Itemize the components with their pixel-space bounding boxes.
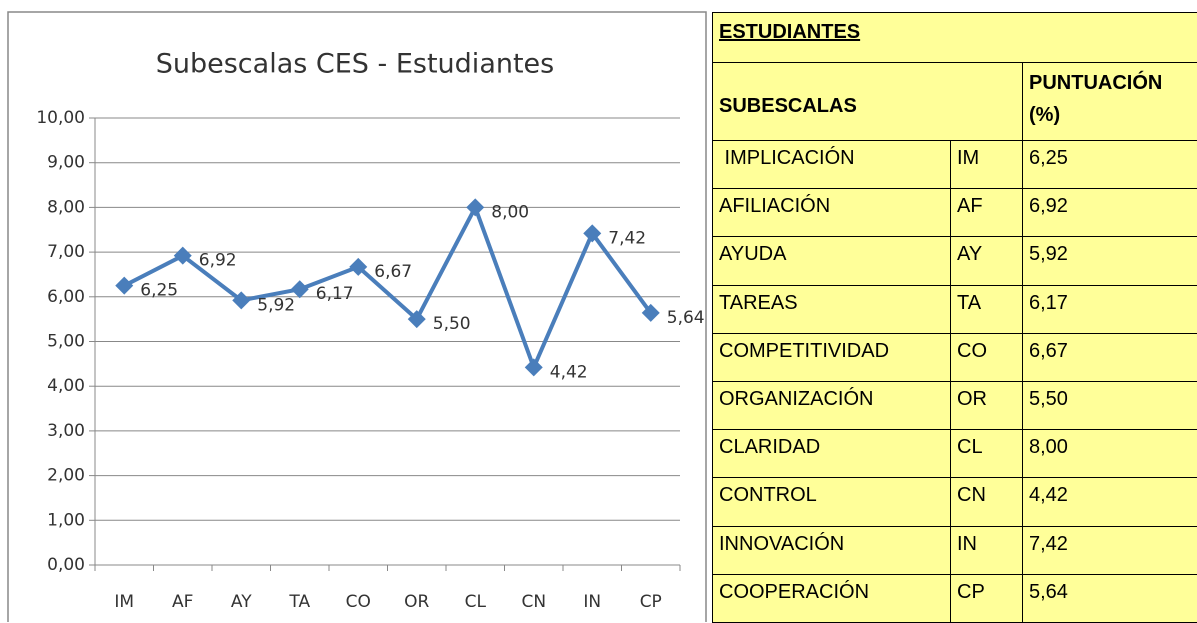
table-cell: 6,17 bbox=[1023, 285, 1197, 333]
table-cell: 6,67 bbox=[1023, 333, 1197, 381]
chart-frame bbox=[8, 12, 706, 622]
x-tick-label: CP bbox=[640, 592, 662, 612]
table-cell: CL bbox=[951, 430, 1023, 478]
data-label: 5,50 bbox=[433, 314, 471, 334]
table-cell: TA bbox=[951, 285, 1023, 333]
table-cell: AY bbox=[951, 237, 1023, 285]
table-cell: 5,50 bbox=[1023, 381, 1197, 429]
x-tick-label: OR bbox=[404, 592, 429, 612]
x-tick-label: CN bbox=[521, 592, 546, 612]
table-cell: AYUDA bbox=[713, 237, 951, 285]
data-label: 8,00 bbox=[491, 202, 529, 222]
y-tick-label: 3,00 bbox=[47, 421, 85, 441]
x-tick-label: AY bbox=[231, 592, 252, 612]
table-cell: CONTROL bbox=[713, 478, 951, 526]
table-cell: AFILIACIÓN bbox=[713, 189, 951, 237]
table-cell: 6,25 bbox=[1023, 141, 1197, 189]
table-cell: 8,00 bbox=[1023, 430, 1197, 478]
y-tick-label: 9,00 bbox=[47, 153, 85, 173]
y-tick-label: 7,00 bbox=[47, 242, 85, 262]
table-cell: 5,64 bbox=[1023, 574, 1197, 622]
data-label: 6,25 bbox=[140, 281, 178, 301]
table-cell: CLARIDAD bbox=[713, 430, 951, 478]
data-label: 7,42 bbox=[608, 228, 646, 248]
header-row: SUBESCALAS PUNTUACIÓN (%) bbox=[713, 63, 1197, 141]
table-cell: INNOVACIÓN bbox=[713, 526, 951, 574]
table-cell: IN bbox=[951, 526, 1023, 574]
data-label: 6,67 bbox=[374, 262, 412, 282]
table-cell: IM bbox=[951, 141, 1023, 189]
table-cell: COMPETITIVIDAD bbox=[713, 333, 951, 381]
data-label: 5,92 bbox=[257, 295, 295, 315]
table-cell: CO bbox=[951, 333, 1023, 381]
y-tick-label: 5,00 bbox=[47, 332, 85, 352]
data-label: 5,64 bbox=[667, 308, 705, 328]
x-tick-label: IM bbox=[114, 592, 134, 612]
y-tick-label: 10,00 bbox=[36, 108, 85, 128]
table-cell: 7,42 bbox=[1023, 526, 1197, 574]
table-cell: ORGANIZACIÓN bbox=[713, 381, 951, 429]
table-cell: IMPLICACIÓN bbox=[713, 141, 951, 189]
y-tick-label: 8,00 bbox=[47, 197, 85, 217]
x-tick-label: IN bbox=[583, 592, 601, 612]
table-cell: OR bbox=[951, 381, 1023, 429]
x-tick-label: CO bbox=[346, 592, 371, 612]
chart: Subescalas CES - Estudiantes 0,00 1,00 2,0… bbox=[0, 0, 710, 622]
table-cell: TAREAS bbox=[713, 285, 951, 333]
x-tick-label: CL bbox=[465, 592, 487, 612]
data-label: 6,17 bbox=[316, 284, 354, 304]
y-tick-label: 0,00 bbox=[47, 555, 85, 575]
chart-title: Subescalas CES - Estudiantes bbox=[156, 49, 555, 80]
table-title-row: ESTUDIANTES bbox=[713, 13, 1197, 63]
x-tick-label: AF bbox=[172, 592, 193, 612]
y-tick-label: 4,00 bbox=[47, 376, 85, 396]
table-cell: COOPERACIÓN bbox=[713, 574, 951, 622]
data-label: 6,92 bbox=[199, 251, 237, 271]
y-tick-label: 1,00 bbox=[47, 510, 85, 530]
table-cell: AF bbox=[951, 189, 1023, 237]
header-cell: SUBESCALAS bbox=[713, 63, 1023, 141]
x-tick-label: TA bbox=[288, 592, 310, 612]
table-cell: 4,42 bbox=[1023, 478, 1197, 526]
table: ESTUDIANTES SUBESCALAS PUNTUACIÓN (%) IM… bbox=[712, 12, 1197, 623]
y-tick-label: 2,00 bbox=[47, 466, 85, 486]
data-label: 4,42 bbox=[550, 362, 588, 382]
table-cell: 5,92 bbox=[1023, 237, 1197, 285]
table-cell: CN bbox=[951, 478, 1023, 526]
table-cell: 6,92 bbox=[1023, 189, 1197, 237]
table-cell: CP bbox=[951, 574, 1023, 622]
header-cell: PUNTUACIÓN (%) bbox=[1023, 63, 1197, 141]
table-title: ESTUDIANTES bbox=[713, 13, 1197, 63]
y-tick-label: 6,00 bbox=[47, 287, 85, 307]
